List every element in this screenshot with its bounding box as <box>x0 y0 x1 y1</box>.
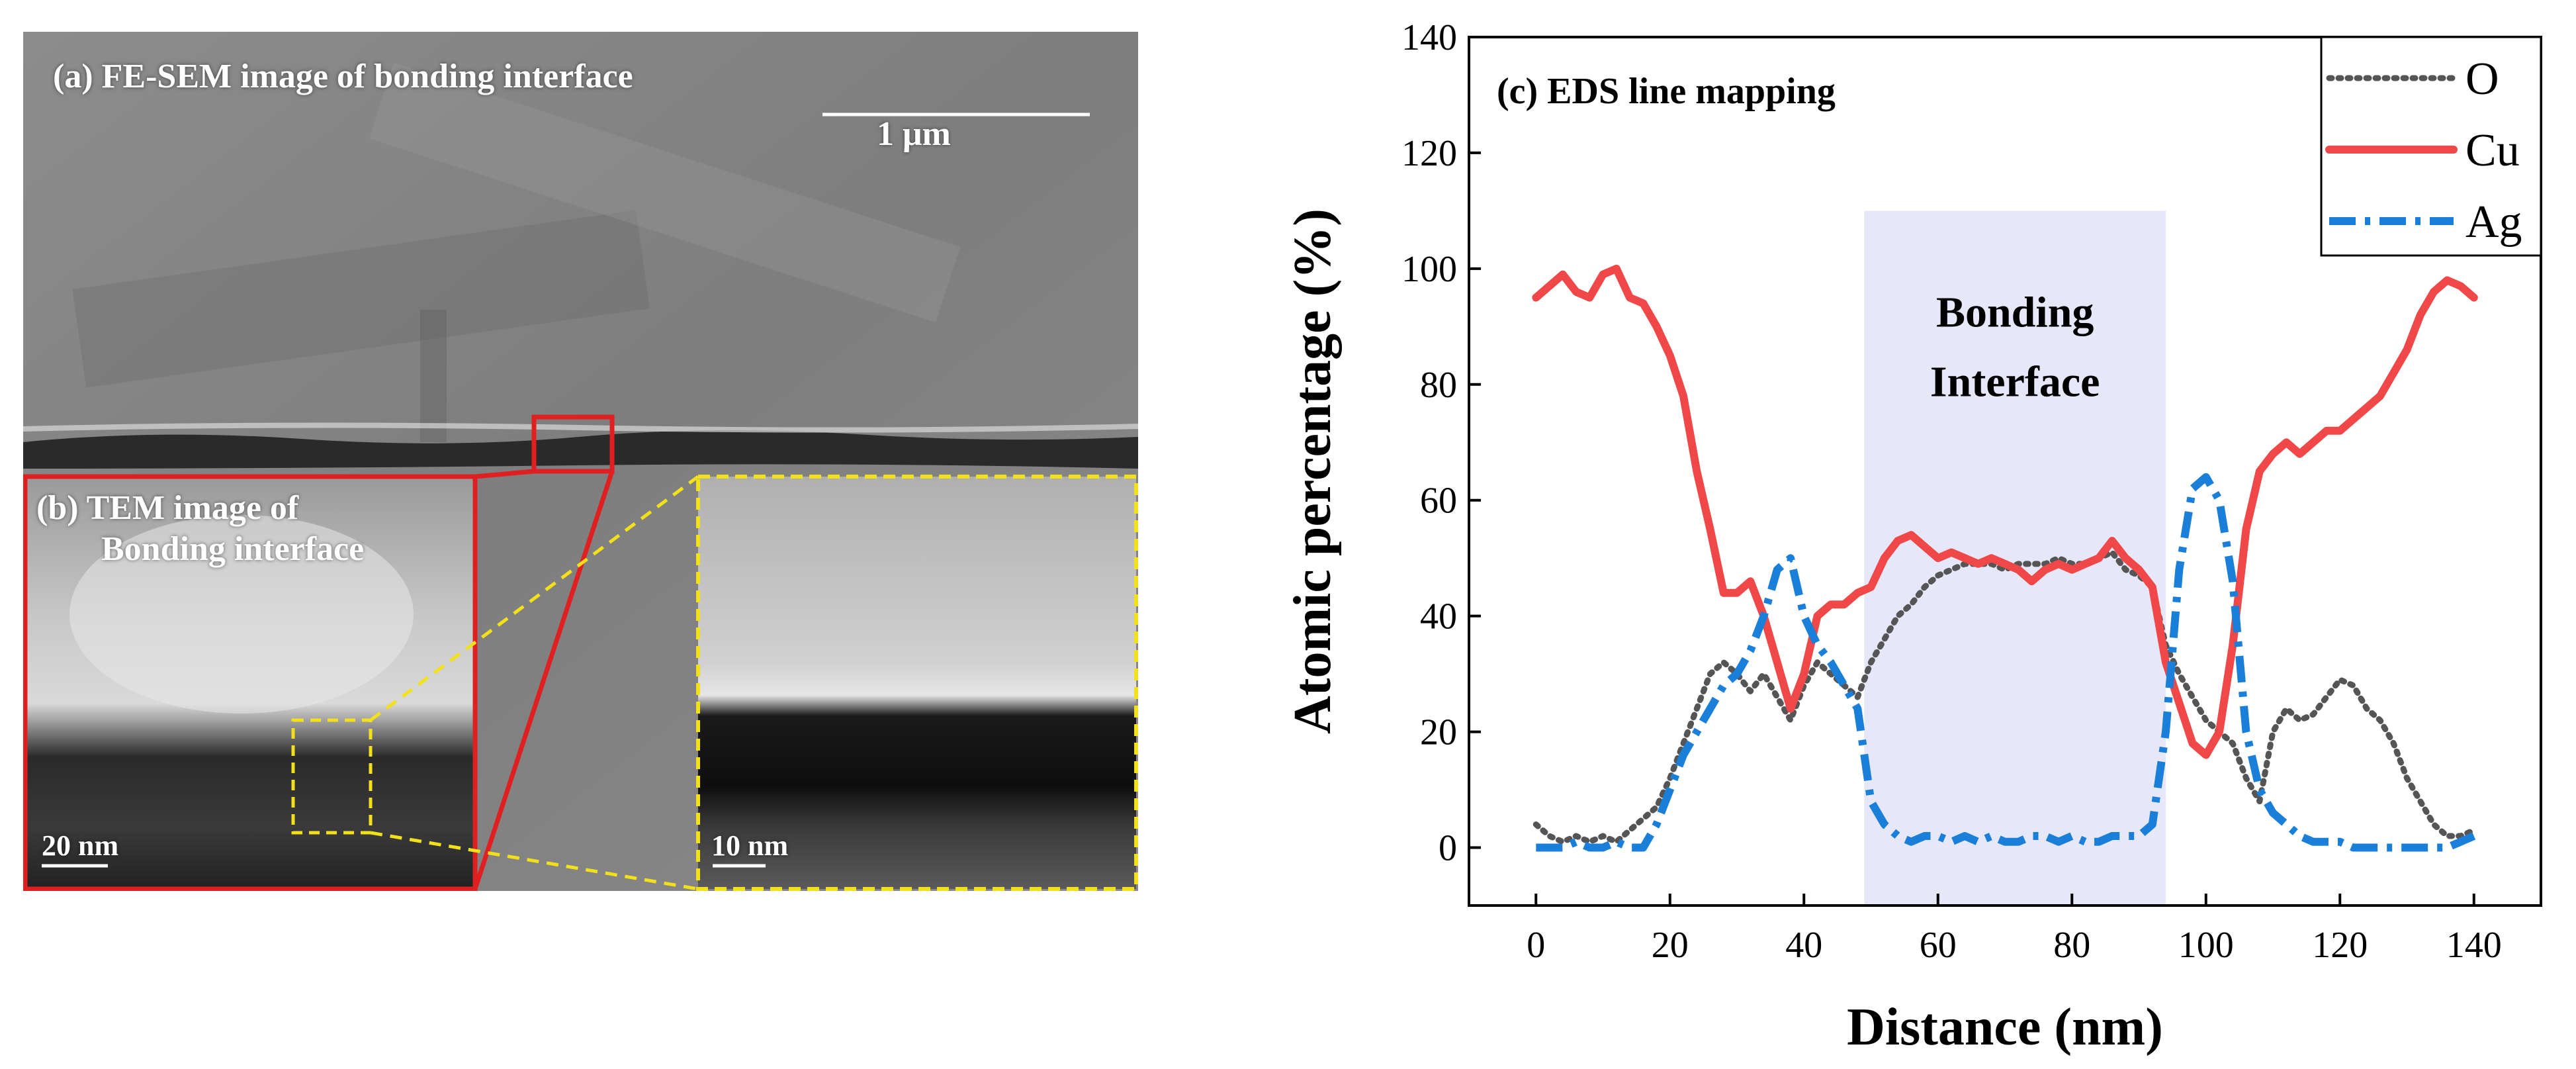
x-tick-label: 0 <box>1527 925 1545 966</box>
region-label-line2: Interface <box>1930 357 2100 406</box>
y-tick-label: 20 <box>1420 712 1457 753</box>
x-tick-label: 40 <box>1785 925 1822 966</box>
x-axis-label: Distance (nm) <box>1847 998 2163 1056</box>
sem-tem-image-panel: (a) FE-SEM image of bonding interface 1 … <box>23 32 1138 891</box>
series-line-o <box>1532 549 2477 845</box>
legend: O Cu Ag <box>2320 36 2542 257</box>
scale-zoom-label: 10 nm <box>711 829 789 862</box>
series-line-cu <box>1532 264 2478 759</box>
connector-line <box>474 469 535 479</box>
y-tick-label: 60 <box>1420 481 1457 522</box>
x-tick-label: 140 <box>2446 925 2502 966</box>
x-tick-label: 80 <box>2053 925 2090 966</box>
y-axis-label: Atomic percentage (%) <box>1284 209 1342 734</box>
y-tick-label: 140 <box>1401 17 1457 58</box>
connector-line <box>370 831 699 891</box>
y-tick-label: 0 <box>1439 828 1457 869</box>
sem-interface-dark-layer <box>23 430 1138 469</box>
y-tick-label: 100 <box>1401 249 1457 290</box>
panel-a-label: (a) FE-SEM image of bonding interface <box>53 58 633 95</box>
panel-b-label-line1: (b) TEM image of <box>36 489 299 527</box>
panel-b-label-line2: Bonding interface <box>101 530 365 568</box>
y-tick-label: 80 <box>1420 365 1457 406</box>
tem-zoom-image <box>698 477 1136 889</box>
micrograph-composite <box>23 32 1138 891</box>
tem-bright-grain <box>69 515 414 714</box>
legend-label-o: O <box>2465 54 2499 105</box>
x-tick-label: 100 <box>2178 925 2234 966</box>
scale-b-label: 20 nm <box>42 829 119 862</box>
connector-line <box>369 475 699 722</box>
sem-grain-band <box>369 62 961 323</box>
connector-line <box>472 470 615 890</box>
eds-line-chart: 0 20 40 60 80 100 120 140 0 20 40 60 80 100 120 140 (c)… <box>1224 0 2576 1069</box>
x-tick-label: 60 <box>1920 925 1957 966</box>
tem-frame-b <box>23 474 478 891</box>
legend-label-ag: Ag <box>2465 197 2522 248</box>
series-line-ag <box>1536 473 2476 852</box>
x-tick-label: 20 <box>1652 925 1689 966</box>
plot-frame <box>1468 36 2542 907</box>
x-tick-label: 120 <box>2312 925 2368 966</box>
legend-label-cu: Cu <box>2465 125 2520 176</box>
y-tick-label: 40 <box>1420 596 1457 637</box>
tem-selection-box <box>291 718 373 835</box>
chart-title: (c) EDS line mapping <box>1497 71 1836 112</box>
scale-a-label: 1 μm <box>877 115 951 153</box>
sem-selection-box <box>531 414 615 474</box>
sem-grain-band <box>420 310 447 442</box>
y-tick-label: 120 <box>1401 133 1457 174</box>
region-label-line1: Bonding <box>1936 288 2094 336</box>
eds-chart-svg: 0 20 40 60 80 100 120 140 0 20 40 60 80 100 120 140 (c)… <box>1284 17 2542 1056</box>
sem-grain-band <box>72 210 650 388</box>
sem-interface-bright-edge <box>23 422 1138 433</box>
